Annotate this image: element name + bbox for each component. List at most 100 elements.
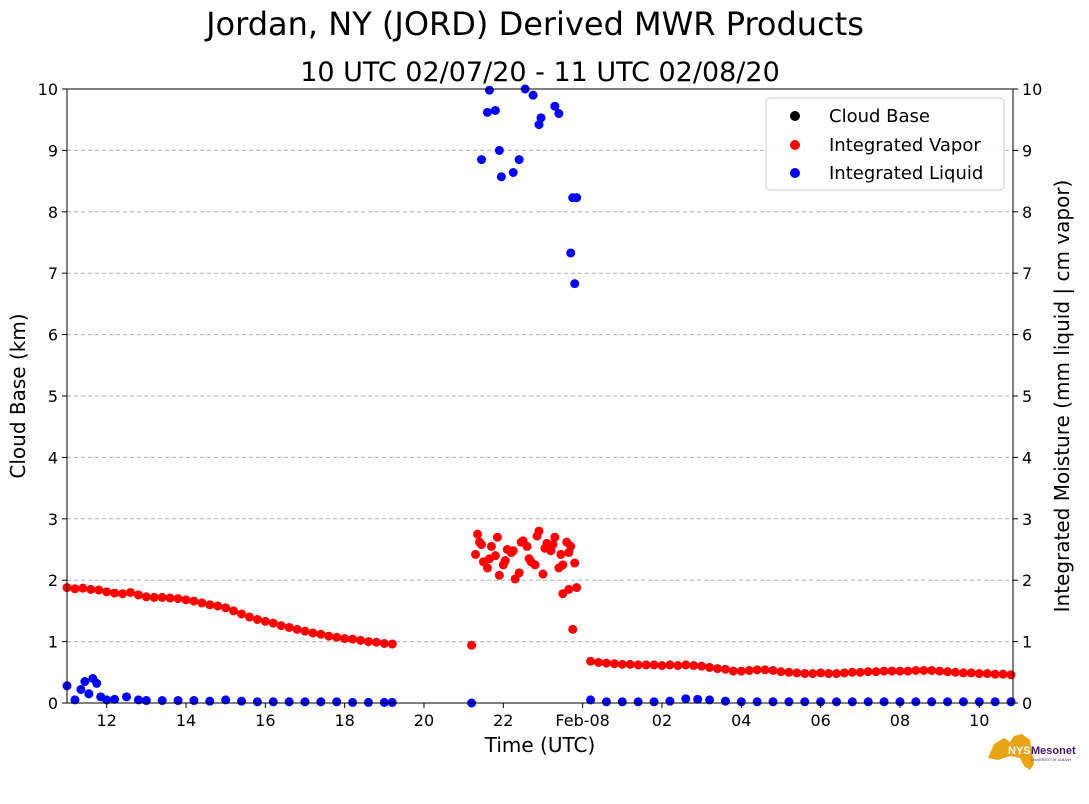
vapor-point bbox=[568, 624, 578, 634]
vapor-point bbox=[990, 669, 1000, 679]
liquid-point bbox=[681, 694, 691, 704]
legend-box bbox=[765, 97, 1005, 191]
liquid-point bbox=[348, 697, 358, 707]
liquid-point bbox=[141, 696, 151, 706]
liquid-point bbox=[534, 120, 544, 130]
vapor-point bbox=[847, 667, 857, 677]
vapor-point bbox=[697, 661, 707, 671]
vapor-point bbox=[524, 554, 534, 564]
y-tick-label-left: 0 bbox=[48, 694, 58, 713]
liquid-point bbox=[284, 697, 294, 707]
vapor-point bbox=[808, 669, 818, 679]
vapor-point bbox=[673, 661, 683, 671]
y-tick-label-right: 10 bbox=[1022, 80, 1042, 99]
y-tick-label-left: 8 bbox=[48, 203, 58, 222]
vapor-point bbox=[197, 598, 207, 608]
liquid-point bbox=[633, 697, 643, 707]
x-tick-label: 08 bbox=[890, 711, 910, 730]
vapor-point bbox=[532, 531, 542, 541]
liquid-point bbox=[494, 145, 504, 155]
y-tick-label-left: 7 bbox=[48, 264, 58, 283]
vapor-point bbox=[340, 634, 350, 644]
y-tick-label-right: 2 bbox=[1022, 571, 1032, 590]
vapor-point bbox=[486, 541, 496, 551]
vapor-point bbox=[681, 660, 691, 670]
vapor-point bbox=[720, 664, 730, 674]
vapor-point bbox=[173, 594, 183, 604]
y-tick-label-right: 9 bbox=[1022, 141, 1032, 160]
vapor-point bbox=[800, 669, 810, 679]
legend-label-integrated-liquid: Integrated Liquid bbox=[829, 163, 983, 184]
vapor-point bbox=[752, 665, 762, 675]
legend-marker-cloud-base bbox=[790, 111, 800, 121]
vapor-point bbox=[268, 618, 278, 628]
x-tick-label: 02 bbox=[652, 711, 672, 730]
y-tick-label-left: 3 bbox=[48, 510, 58, 529]
vapor-point bbox=[570, 558, 580, 568]
y-tick-label-right: 0 bbox=[1022, 694, 1032, 713]
liquid-point bbox=[252, 697, 262, 707]
liquid-point bbox=[617, 697, 627, 707]
vapor-point bbox=[379, 638, 389, 648]
vapor-point bbox=[728, 666, 738, 676]
vapor-point bbox=[70, 584, 80, 594]
vapor-point bbox=[213, 601, 223, 611]
vapor-point bbox=[500, 556, 510, 566]
vapor-point bbox=[284, 622, 294, 632]
vapor-point bbox=[966, 668, 976, 678]
liquid-point bbox=[514, 155, 524, 165]
vapor-point bbox=[744, 665, 754, 675]
liquid-point bbox=[570, 279, 580, 289]
liquid-point bbox=[173, 696, 183, 706]
vapor-point bbox=[348, 634, 358, 644]
x-tick-label: 20 bbox=[414, 711, 434, 730]
vapor-point bbox=[548, 540, 558, 550]
vapor-point bbox=[776, 667, 786, 677]
gridlines bbox=[67, 149, 1013, 643]
liquid-point bbox=[133, 695, 143, 705]
vapor-point bbox=[356, 635, 366, 645]
vapor-point bbox=[86, 584, 96, 594]
vapor-point bbox=[887, 666, 897, 676]
left-y-axis-ticks: 0 1 2 3 4 5 6 7 8 9 10 bbox=[38, 80, 67, 713]
vapor-point bbox=[102, 587, 112, 597]
vapor-point bbox=[564, 548, 574, 558]
liquid-point bbox=[316, 697, 326, 707]
liquid-point bbox=[784, 697, 794, 707]
x-tick-label: 14 bbox=[176, 711, 196, 730]
vapor-point bbox=[649, 660, 659, 670]
liquid-point bbox=[189, 696, 199, 706]
vapor-point bbox=[736, 666, 746, 676]
y-tick-label-right: 1 bbox=[1022, 633, 1032, 652]
vapor-point bbox=[252, 614, 262, 624]
y-tick-label-left: 5 bbox=[48, 387, 58, 406]
vapor-point bbox=[181, 595, 191, 605]
x-tick-label: 22 bbox=[493, 711, 513, 730]
vapor-point bbox=[998, 669, 1008, 679]
vapor-point bbox=[768, 665, 778, 675]
liquid-point bbox=[554, 109, 564, 119]
y-tick-label-left: 4 bbox=[48, 448, 58, 467]
liquid-point bbox=[816, 697, 826, 707]
vapor-point bbox=[831, 669, 841, 679]
vapor-point bbox=[125, 587, 135, 597]
liquid-point bbox=[572, 193, 582, 203]
liquid-point bbox=[508, 168, 518, 178]
legend-marker-integrated-vapor bbox=[790, 140, 800, 150]
vapor-point bbox=[855, 667, 865, 677]
y-tick-label-right: 7 bbox=[1022, 264, 1032, 283]
liquid-point bbox=[92, 678, 102, 688]
vapor-point bbox=[133, 590, 143, 600]
liquid-point bbox=[268, 697, 278, 707]
vapor-point bbox=[260, 616, 270, 626]
left-y-axis-label: Cloud Base (km) bbox=[6, 313, 30, 478]
liquid-point bbox=[70, 695, 80, 705]
y-tick-label-left: 6 bbox=[48, 326, 58, 345]
liquid-point bbox=[927, 697, 937, 707]
liquid-point bbox=[943, 697, 953, 707]
x-tick-label: Feb-08 bbox=[555, 711, 609, 730]
liquid-point bbox=[736, 697, 746, 707]
liquid-series bbox=[62, 84, 1016, 708]
vapor-point bbox=[538, 569, 548, 579]
vapor-point bbox=[784, 667, 794, 677]
